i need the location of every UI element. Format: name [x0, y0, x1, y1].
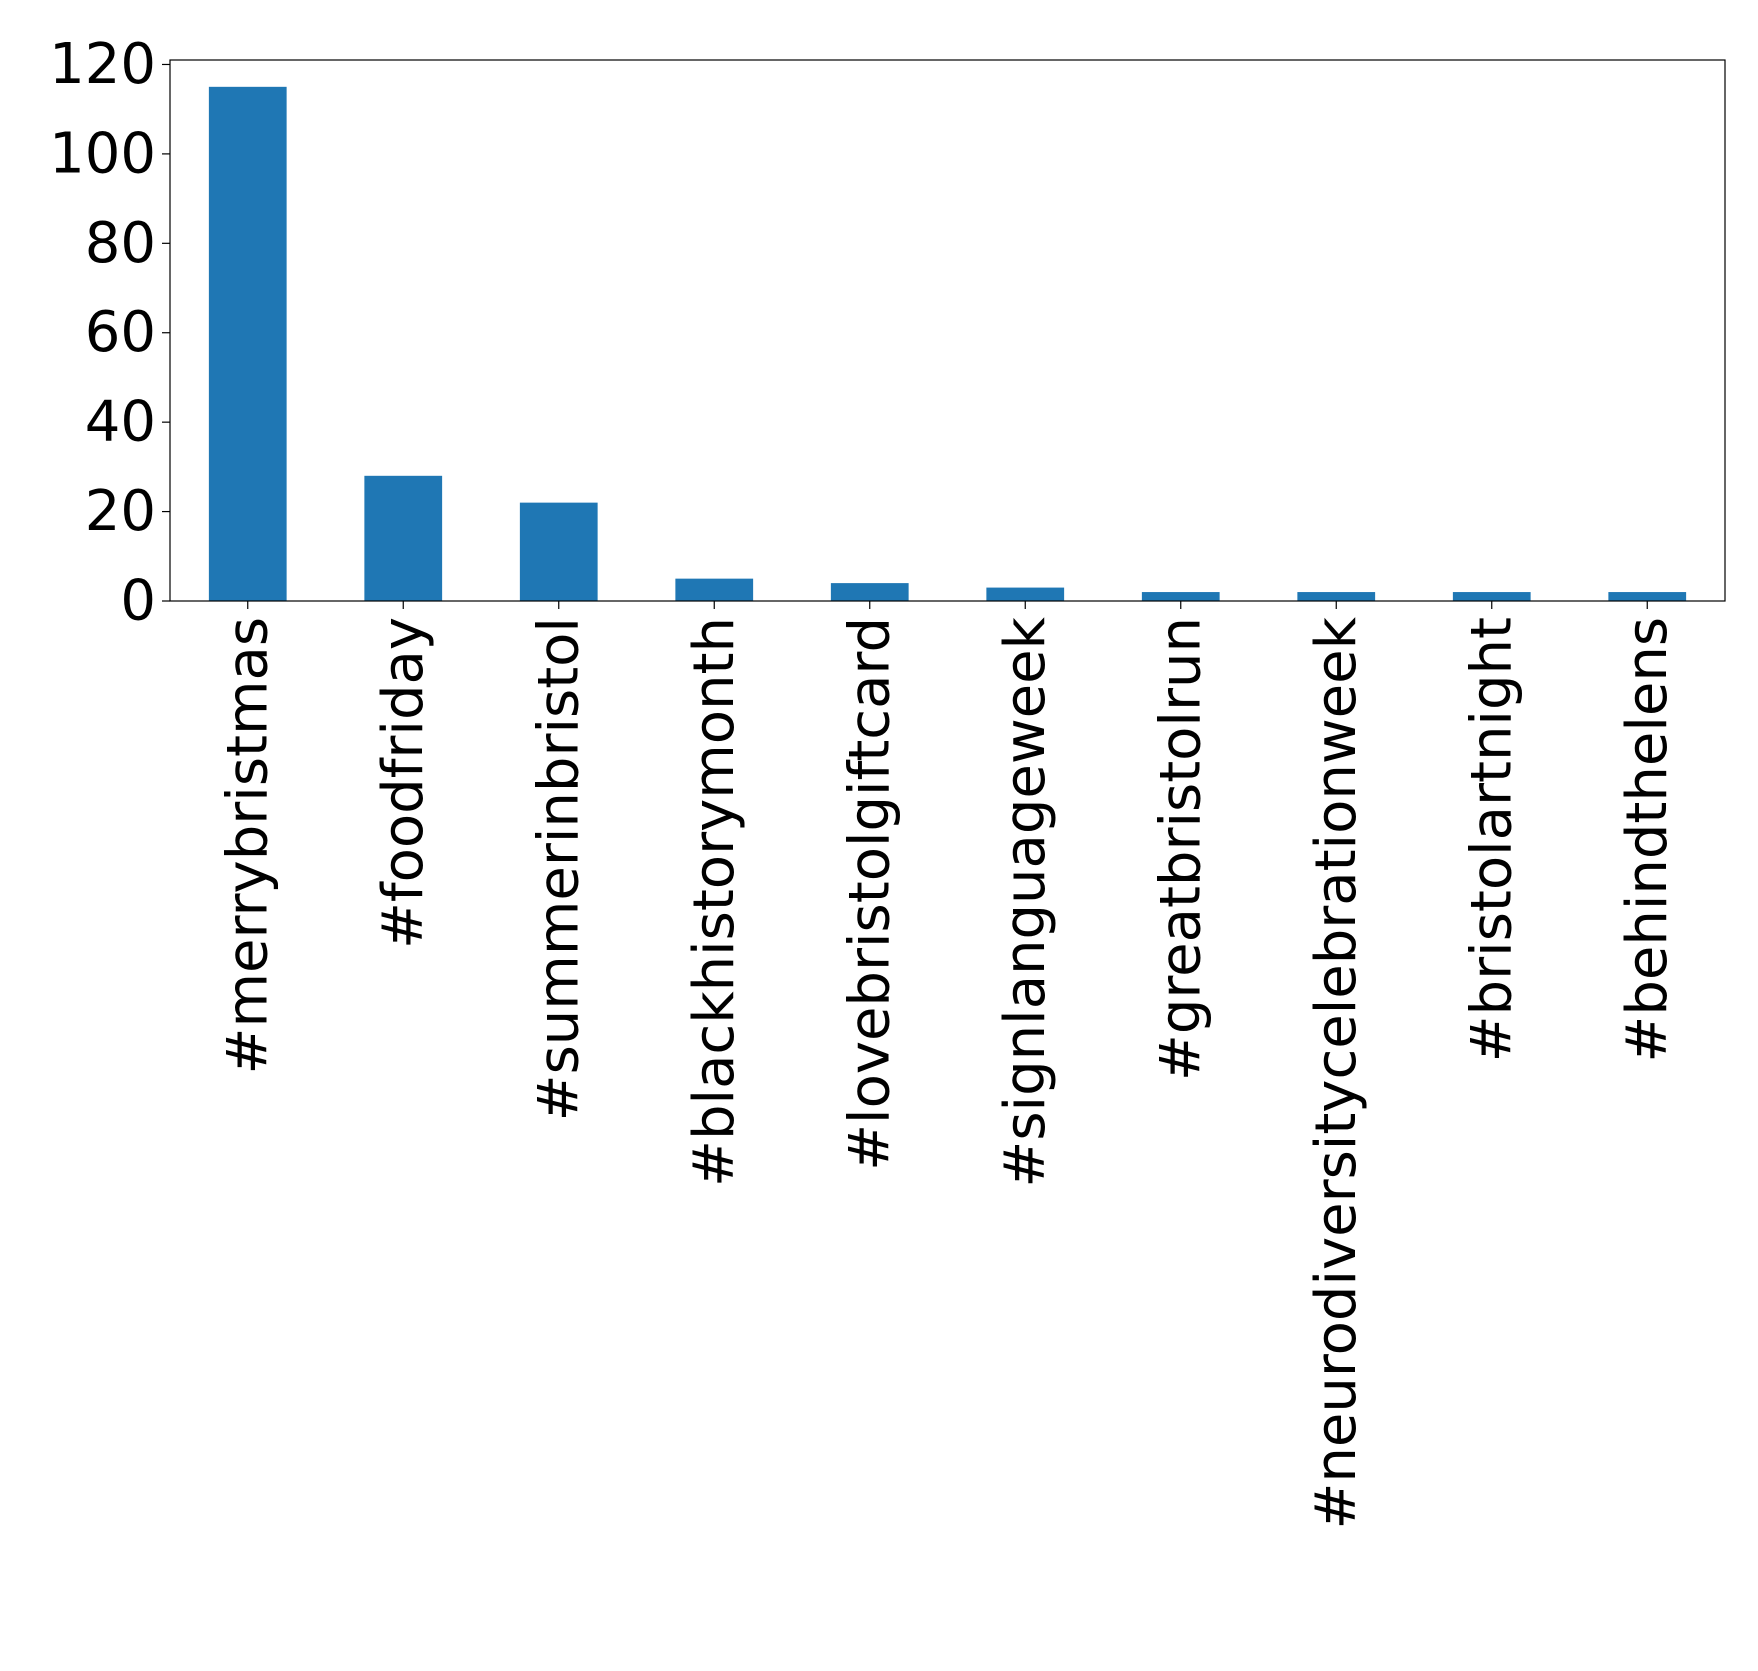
y-tick-label: 120 [49, 32, 156, 97]
y-tick-label: 100 [49, 121, 156, 186]
x-tick-label: #bristolartnight [1459, 617, 1524, 1062]
bar [1452, 592, 1531, 601]
y-tick-label: 0 [120, 569, 156, 634]
y-tick-label: 40 [85, 390, 156, 455]
bars-layer [208, 86, 1687, 602]
x-tick-label: #lovebristolgiftcard [837, 617, 902, 1171]
x-tick-label: #behindthelens [1615, 617, 1680, 1063]
x-tick-label: #greatbristolrun [1148, 617, 1213, 1081]
bar [986, 587, 1065, 601]
y-tick-label: 60 [85, 300, 156, 365]
y-axis: 0 20 40 60 80 100 120 [49, 32, 170, 634]
y-tick-label: 20 [85, 479, 156, 544]
x-tick-label: #neurodiversitycelebrationweek [1304, 616, 1369, 1529]
x-axis: #merrybristmas #foodfriday #summerinbristo… [215, 601, 1680, 1530]
bar [1141, 592, 1220, 601]
y-tick-label: 80 [85, 211, 156, 276]
bar [364, 475, 443, 601]
bar [830, 583, 909, 601]
x-tick-label: #foodfriday [371, 617, 436, 949]
bar [1297, 592, 1376, 601]
bar [208, 86, 287, 602]
x-tick-label: #summerinbristol [526, 617, 591, 1121]
bar [519, 502, 598, 601]
x-tick-label: #signlanguageweek [993, 616, 1058, 1187]
bar [1608, 592, 1687, 601]
x-tick-label: #blackhistorymonth [682, 617, 747, 1187]
x-tick-label: #merrybristmas [215, 617, 280, 1074]
bar [675, 578, 754, 601]
plot-frame [169, 59, 1726, 602]
